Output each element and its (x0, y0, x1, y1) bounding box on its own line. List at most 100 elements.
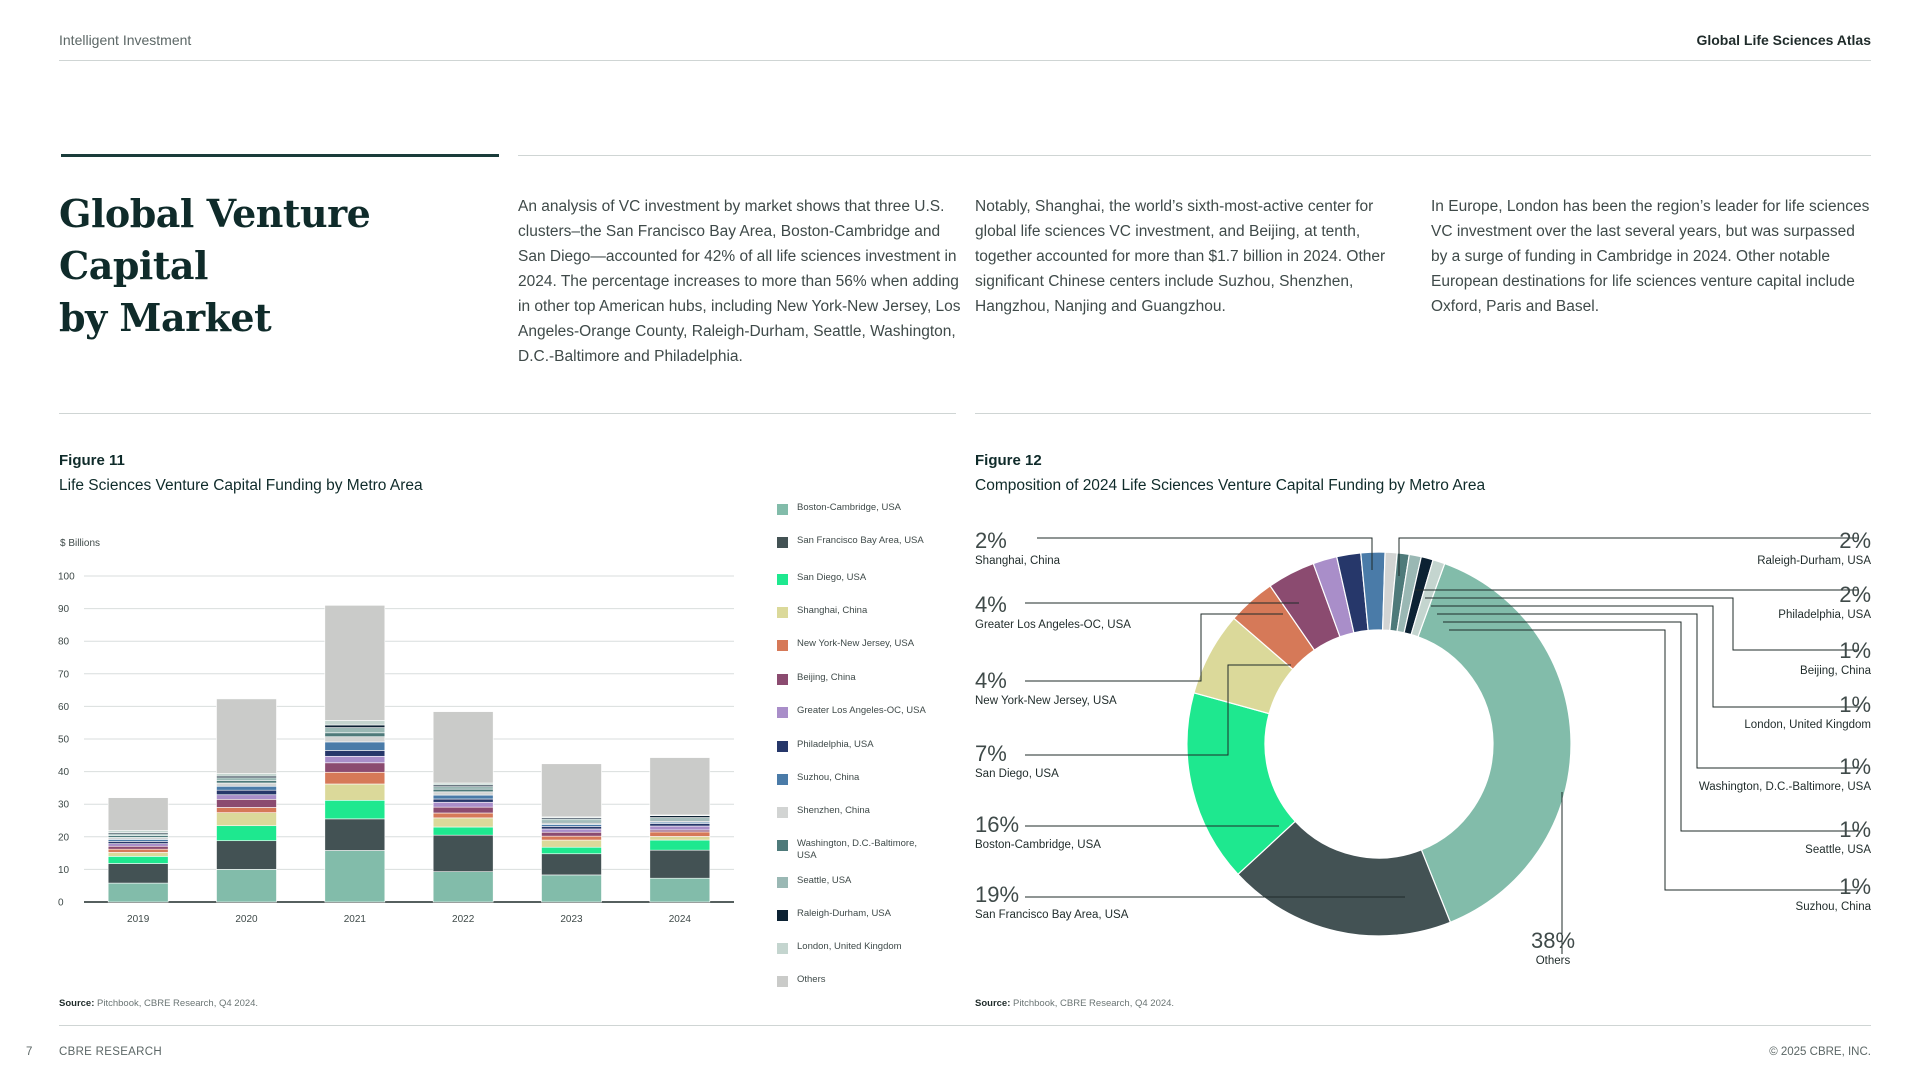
legend-swatch (777, 774, 788, 785)
legend-swatch (777, 537, 788, 548)
bar-segment (107, 797, 169, 831)
figure11-source-text: Pitchbook, CBRE Research, Q4 2024. (97, 998, 259, 1009)
y-tick-label: 80 (58, 637, 70, 648)
leader-line (1025, 613, 1283, 682)
donut-label-others: 38% Others (1493, 929, 1613, 968)
donut-slice (1237, 820, 1452, 937)
donut-label-san-diego: 7% San Diego, USA (975, 741, 1205, 781)
bar-segment (324, 818, 386, 851)
legend-item: Shenzhen, China (777, 805, 937, 831)
bar-segment (541, 846, 602, 855)
bar-segment (541, 831, 602, 837)
bar-segment (107, 845, 169, 850)
donut-name-london: London, United Kingdom (1744, 719, 1871, 731)
donut-pct-washington: 1% (1839, 754, 1871, 779)
bar-segment (216, 777, 277, 781)
bar-segment (649, 831, 711, 837)
bar-segment (649, 757, 711, 816)
x-tick-label: 2023 (560, 914, 583, 925)
bar-segment (216, 812, 277, 827)
donut-name-seattle: Seattle, USA (1805, 844, 1871, 856)
bar-segment (432, 786, 494, 790)
footer-divider (59, 1025, 1871, 1026)
x-tick-label: 2022 (452, 914, 475, 925)
bar-segment (216, 840, 277, 870)
x-tick-label: 2019 (127, 914, 150, 925)
donut-pct-san-diego: 7% (975, 741, 1007, 766)
leader-line (1025, 664, 1291, 756)
y-tick-label: 50 (58, 735, 70, 746)
legend-swatch (777, 976, 788, 987)
donut-name-san-diego: San Diego, USA (975, 768, 1059, 780)
x-tick-label: 2021 (344, 914, 367, 925)
y-tick-label: 40 (58, 767, 70, 778)
legend-label: Boston-Cambridge, USA (797, 502, 902, 513)
bar-segment (432, 801, 494, 808)
donut-label-greater-la: 4% Greater Los Angeles-OC, USA (975, 593, 1205, 632)
donut-label-washington: 1% Washington, D.C.-Baltimore, USA (1641, 754, 1871, 794)
donut-label-new-york: 4% New York-New Jersey, USA (975, 668, 1205, 708)
y-tick-label: 60 (58, 702, 70, 713)
bar-segment (324, 799, 386, 820)
bar-segment (216, 869, 277, 903)
bar-segment (432, 711, 494, 784)
leader-line (1443, 621, 1859, 832)
bar-segment (216, 698, 277, 774)
y-tick-label: 30 (58, 800, 70, 811)
page-title-line-1: Global Venture Capital (59, 191, 371, 288)
y-tick-label: 0 (58, 898, 64, 909)
donut-name-greater-la: Greater Los Angeles-OC, USA (975, 619, 1131, 631)
bar-segment (541, 874, 602, 903)
bar-segment (216, 799, 277, 808)
bar-segment (432, 806, 494, 814)
body-paragraph-2: Notably, Shanghai, the world’s sixth-mos… (975, 198, 1386, 315)
bar-segment (107, 882, 169, 903)
bar-segment (541, 839, 602, 848)
title-accent-rule (61, 154, 499, 157)
y-axis-label: $ Billions (60, 538, 100, 549)
bar-segment (324, 771, 386, 785)
figure12-number: Figure 12 (975, 452, 1042, 469)
legend-swatch (777, 707, 788, 718)
figure11-title: Life Sciences Venture Capital Funding by… (59, 477, 423, 494)
bar-segment (216, 807, 277, 813)
donut-pct-sf: 19% (975, 882, 1020, 907)
leader-line (1431, 605, 1859, 708)
bar-segment (107, 843, 169, 847)
legend-label: Washington, D.C.-Baltimore, USA (797, 838, 918, 861)
leader-line (1449, 629, 1859, 891)
bar-segment (324, 724, 386, 728)
x-tick-label: 2020 (235, 914, 258, 925)
legend-swatch (777, 640, 788, 651)
donut-name-washington: Washington, D.C.-Baltimore, USA (1698, 781, 1871, 793)
bar-segment (649, 877, 711, 903)
bar-segment (432, 798, 494, 803)
bar-segment (107, 856, 169, 864)
bar-segment (541, 826, 602, 830)
legend-label: San Francisco Bay Area, USA (797, 535, 924, 546)
donut-label-boston: 16% Boston-Cambridge, USA (975, 812, 1205, 852)
legend-label: Others (797, 974, 826, 985)
donut-pct-boston: 16% (975, 812, 1020, 837)
legend-label: Seattle, USA (797, 875, 852, 886)
bar-segment (541, 763, 602, 818)
donut-pct-philadelphia: 2% (1839, 582, 1871, 607)
figure11-source-label: Source: (59, 998, 95, 1009)
bar-segment (324, 783, 386, 801)
figure12-divider (975, 413, 1871, 414)
legend-label: Raleigh-Durham, USA (797, 908, 891, 919)
y-tick-label: 70 (58, 669, 70, 680)
bar-segment (324, 720, 386, 726)
legend-swatch (777, 741, 788, 752)
legend-swatch (777, 504, 788, 515)
page-number: 7 (26, 1046, 33, 1058)
legend-item: Washington, D.C.-Baltimore, USA (777, 838, 937, 864)
bar-segment (216, 780, 277, 784)
legend-item: Greater Los Angeles-OC, USA (777, 705, 937, 731)
donut-pct-new-york: 4% (975, 668, 1007, 693)
legend-swatch (777, 674, 788, 685)
bar-segment (324, 605, 386, 721)
bar-segment (324, 736, 386, 743)
bar-segment (541, 828, 602, 833)
legend-label: San Diego, USA (797, 572, 867, 583)
